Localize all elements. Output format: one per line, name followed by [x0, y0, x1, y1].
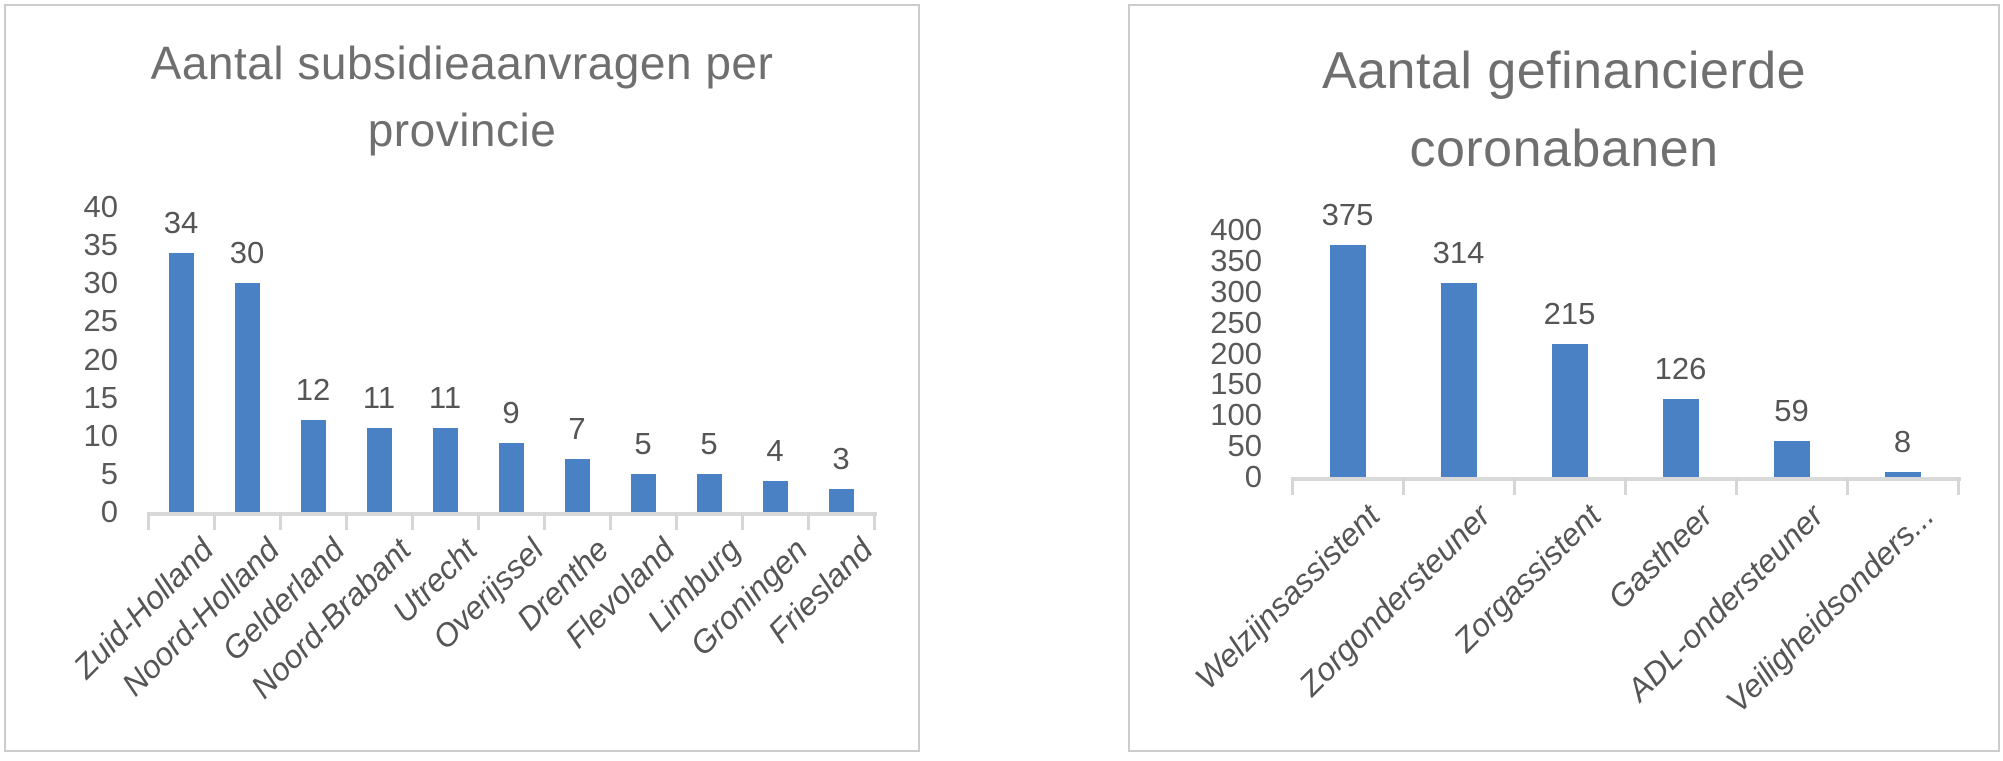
x-axis-tick-mark	[147, 512, 150, 530]
y-axis-tick-label: 150	[1210, 366, 1262, 402]
x-axis-line	[148, 512, 877, 516]
bar-Drenthe	[564, 459, 590, 512]
x-axis-label: Gastheer	[1600, 497, 1720, 616]
bar-Limburg	[696, 474, 722, 512]
x-axis-tick-mark	[807, 512, 810, 530]
x-axis-tick-mark	[741, 512, 744, 530]
bar-Friesland	[828, 489, 854, 512]
y-axis-tick-label: 20	[83, 341, 118, 377]
bar-Zorgassistent	[1551, 344, 1588, 477]
x-axis-tick-mark	[1402, 477, 1405, 495]
plot-area-subsidieaanvragen: 40 35 30 25 20 15 10 5 0 34 Zuid-Holland 30 Noord-Ho…	[6, 6, 918, 750]
y-axis-tick-label: 30	[83, 265, 118, 301]
bar-Zorgondersteuner	[1440, 283, 1477, 477]
bar-Noord-Brabant	[366, 428, 392, 512]
bar-value-label: 126	[1654, 351, 1707, 386]
bar-Groningen	[762, 481, 788, 512]
bar-value-label: 11	[362, 380, 396, 415]
y-axis-tick-label: 5	[100, 455, 118, 491]
plot-area-coronabanen: 400 350 300 250 200 150 100 50 0 375 Welzijnsassis…	[1130, 6, 1998, 750]
x-axis-label: Welzijnsassistent	[1187, 497, 1387, 696]
x-axis-tick-mark	[1735, 477, 1738, 495]
chart-title-coronabanen: Aantal gefinancierde coronabanen	[1321, 42, 1807, 178]
x-axis-tick-mark	[1513, 477, 1516, 495]
x-axis-tick-mark	[279, 512, 282, 530]
y-axis-tick-label: 15	[83, 379, 118, 415]
x-axis-tick-mark	[411, 512, 414, 530]
y-axis-tick-label: 10	[83, 417, 118, 453]
x-axis-tick-mark	[345, 512, 348, 530]
x-axis-tick-mark	[543, 512, 546, 530]
bar-value-label: 5	[700, 426, 718, 461]
y-axis-tick-label: 250	[1210, 304, 1262, 340]
bar-value-label: 30	[229, 235, 265, 270]
bar-ADL-ondersteuner	[1773, 441, 1810, 477]
y-axis-tick-label: 0	[100, 494, 118, 529]
bar-Zuid-Holland	[168, 253, 194, 512]
bar-value-label: 3	[832, 441, 850, 476]
bar-value-label: 375	[1321, 197, 1374, 232]
y-axis-tick-label: 35	[83, 227, 118, 263]
bar-Utrecht	[432, 428, 458, 512]
x-axis-tick-mark	[873, 512, 876, 530]
y-axis-tick-label: 400	[1210, 212, 1262, 247]
bar-Veiligheidsonders...	[1884, 472, 1921, 477]
bar-value-label: 7	[568, 411, 586, 446]
bar-value-label: 8	[1893, 424, 1912, 459]
bar-Gastheer	[1662, 399, 1699, 477]
bar-Noord-Holland	[234, 283, 260, 512]
chart-title-subsidieaanvragen: Aantal subsidieaanvragen per provincie	[150, 37, 774, 156]
bar-value-label: 4	[766, 433, 784, 468]
y-axis-tick-label: 25	[83, 303, 118, 339]
y-axis-tick-label: 100	[1210, 397, 1262, 433]
bar-value-label: 215	[1543, 296, 1596, 331]
x-axis-tick-mark	[1957, 477, 1960, 495]
chart-panel-subsidieaanvragen: Aantal subsidieaanvragen per provincie 4…	[4, 4, 920, 752]
bar-value-label: 12	[295, 372, 331, 407]
bar-Gelderland	[300, 420, 326, 512]
x-axis-label: Veiligheidsonders...	[1719, 497, 1942, 720]
bar-value-label: 34	[163, 205, 199, 240]
y-axis-tick-label: 200	[1210, 335, 1262, 371]
bar-value-label: 9	[502, 395, 520, 430]
x-axis-tick-mark	[675, 512, 678, 530]
chart-panel-coronabanen: Aantal gefinancierde coronabanen 400 350 3…	[1128, 4, 2000, 752]
x-axis-tick-mark	[213, 512, 216, 530]
x-axis-tick-mark	[477, 512, 480, 530]
y-axis-tick-label: 40	[83, 189, 118, 224]
bar-Flevoland	[630, 474, 656, 512]
x-axis-tick-mark	[1846, 477, 1849, 495]
x-axis-tick-mark	[1624, 477, 1627, 495]
y-axis-tick-label: 50	[1227, 428, 1262, 464]
bar-value-label: 11	[428, 380, 462, 415]
x-axis-label: Zorgondersteuner	[1291, 497, 1498, 703]
bar-value-label: 314	[1432, 235, 1485, 270]
bar-Overijssel	[498, 443, 524, 512]
y-axis-tick-label: 350	[1210, 242, 1262, 278]
x-axis-tick-mark	[609, 512, 612, 530]
bar-value-label: 59	[1774, 393, 1809, 428]
y-axis-tick-label: 0	[1244, 459, 1262, 494]
bar-Welzijnsassistent	[1329, 245, 1366, 477]
bar-value-label: 5	[634, 426, 652, 461]
x-axis-tick-mark	[1291, 477, 1294, 495]
x-axis-label: ADL-ondersteuner	[1619, 497, 1831, 708]
y-axis-tick-label: 300	[1210, 273, 1262, 309]
